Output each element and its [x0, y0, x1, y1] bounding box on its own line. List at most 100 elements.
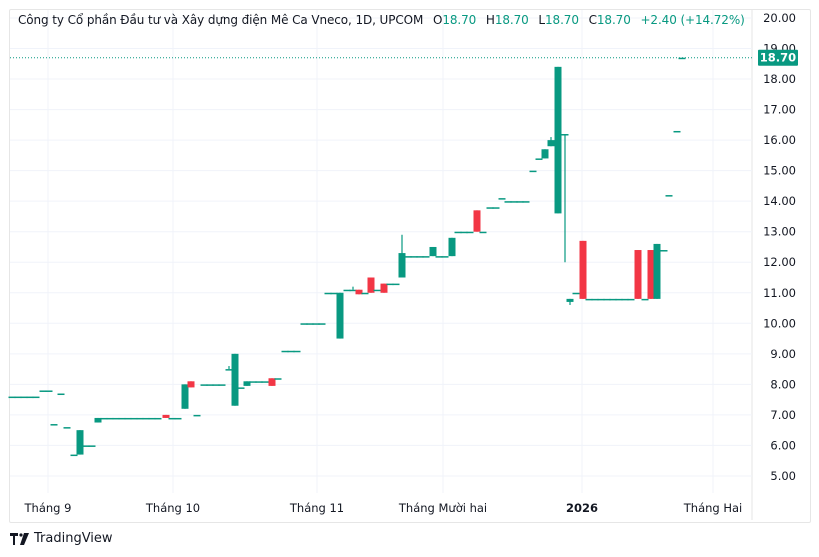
candle[interactable]: [306, 323, 314, 325]
candle[interactable]: [130, 417, 138, 420]
candle[interactable]: [498, 198, 506, 200]
candle[interactable]: [435, 256, 443, 258]
candle[interactable]: [627, 298, 635, 301]
candle[interactable]: [300, 323, 308, 325]
candle[interactable]: [660, 250, 668, 252]
candle[interactable]: [26, 396, 34, 399]
candle[interactable]: [324, 292, 332, 295]
candle[interactable]: [529, 170, 537, 173]
candle[interactable]: [441, 256, 449, 258]
candle[interactable]: [422, 256, 430, 258]
candle[interactable]: [261, 381, 269, 383]
candle[interactable]: [318, 323, 326, 325]
candle[interactable]: [249, 381, 257, 383]
candle[interactable]: [492, 207, 500, 209]
candle[interactable]: [57, 393, 65, 396]
candle[interactable]: [473, 210, 481, 232]
candle[interactable]: [373, 289, 381, 292]
candle[interactable]: [136, 417, 144, 420]
candle[interactable]: [665, 195, 673, 197]
candle[interactable]: [591, 298, 599, 301]
candle[interactable]: [14, 396, 22, 399]
candle[interactable]: [561, 134, 569, 263]
candle[interactable]: [516, 201, 524, 203]
candle[interactable]: [142, 417, 150, 420]
candle[interactable]: [678, 57, 686, 60]
candle[interactable]: [634, 250, 642, 299]
candle[interactable]: [212, 384, 220, 386]
candle[interactable]: [621, 298, 629, 301]
candle[interactable]: [268, 378, 276, 386]
candle[interactable]: [181, 384, 189, 409]
candle[interactable]: [200, 384, 208, 386]
candle[interactable]: [237, 387, 245, 389]
candle[interactable]: [554, 66, 562, 214]
candle[interactable]: [39, 390, 47, 392]
candle[interactable]: [225, 366, 233, 371]
candle[interactable]: [367, 277, 375, 293]
candle[interactable]: [243, 381, 251, 386]
candle[interactable]: [154, 417, 162, 420]
candle[interactable]: [361, 292, 369, 295]
candle[interactable]: [88, 445, 96, 447]
candle[interactable]: [100, 417, 108, 420]
candle[interactable]: [448, 237, 456, 257]
candle[interactable]: [429, 246, 437, 257]
candle[interactable]: [504, 201, 512, 203]
candle[interactable]: [174, 417, 182, 420]
candle[interactable]: [293, 350, 301, 353]
candle[interactable]: [287, 350, 295, 353]
candle[interactable]: [673, 130, 681, 133]
candle[interactable]: [336, 292, 344, 339]
candle[interactable]: [541, 149, 549, 159]
candle[interactable]: [187, 381, 195, 388]
candle[interactable]: [312, 323, 320, 325]
candle[interactable]: [355, 289, 363, 295]
candle[interactable]: [454, 231, 462, 234]
candle[interactable]: [466, 231, 474, 234]
candle[interactable]: [206, 384, 214, 386]
candle[interactable]: [112, 417, 120, 420]
candle[interactable]: [281, 350, 289, 353]
candle[interactable]: [231, 353, 239, 406]
candle[interactable]: [653, 243, 661, 299]
candle[interactable]: [486, 207, 494, 209]
candle[interactable]: [460, 231, 468, 234]
candle[interactable]: [386, 283, 394, 286]
candle[interactable]: [218, 384, 226, 386]
candle[interactable]: [193, 414, 201, 417]
candle[interactable]: [416, 256, 424, 258]
candle[interactable]: [255, 381, 263, 383]
candle[interactable]: [572, 292, 580, 295]
candle[interactable]: [410, 256, 418, 258]
candle[interactable]: [343, 289, 351, 292]
candle[interactable]: [106, 417, 114, 420]
candle[interactable]: [76, 430, 84, 455]
candle[interactable]: [398, 234, 406, 278]
candle[interactable]: [566, 298, 574, 305]
candle[interactable]: [32, 396, 40, 399]
candle[interactable]: [547, 137, 555, 147]
candle[interactable]: [45, 390, 53, 392]
candle[interactable]: [510, 201, 518, 203]
candle[interactable]: [330, 292, 338, 295]
candle[interactable]: [162, 414, 170, 418]
candle[interactable]: [8, 396, 16, 399]
candle[interactable]: [70, 454, 78, 457]
candle[interactable]: [647, 250, 655, 299]
candle[interactable]: [522, 201, 530, 203]
candle[interactable]: [50, 424, 58, 426]
candle[interactable]: [63, 427, 71, 429]
candle[interactable]: [585, 298, 593, 301]
candle[interactable]: [404, 256, 412, 258]
candle[interactable]: [94, 417, 102, 423]
candle[interactable]: [597, 298, 605, 301]
candle[interactable]: [349, 286, 357, 292]
candle[interactable]: [274, 378, 282, 380]
candle[interactable]: [82, 445, 90, 447]
tradingview-brand[interactable]: TradingView: [10, 531, 113, 546]
candle[interactable]: [148, 417, 156, 420]
candle[interactable]: [380, 283, 388, 293]
candle[interactable]: [118, 417, 126, 420]
